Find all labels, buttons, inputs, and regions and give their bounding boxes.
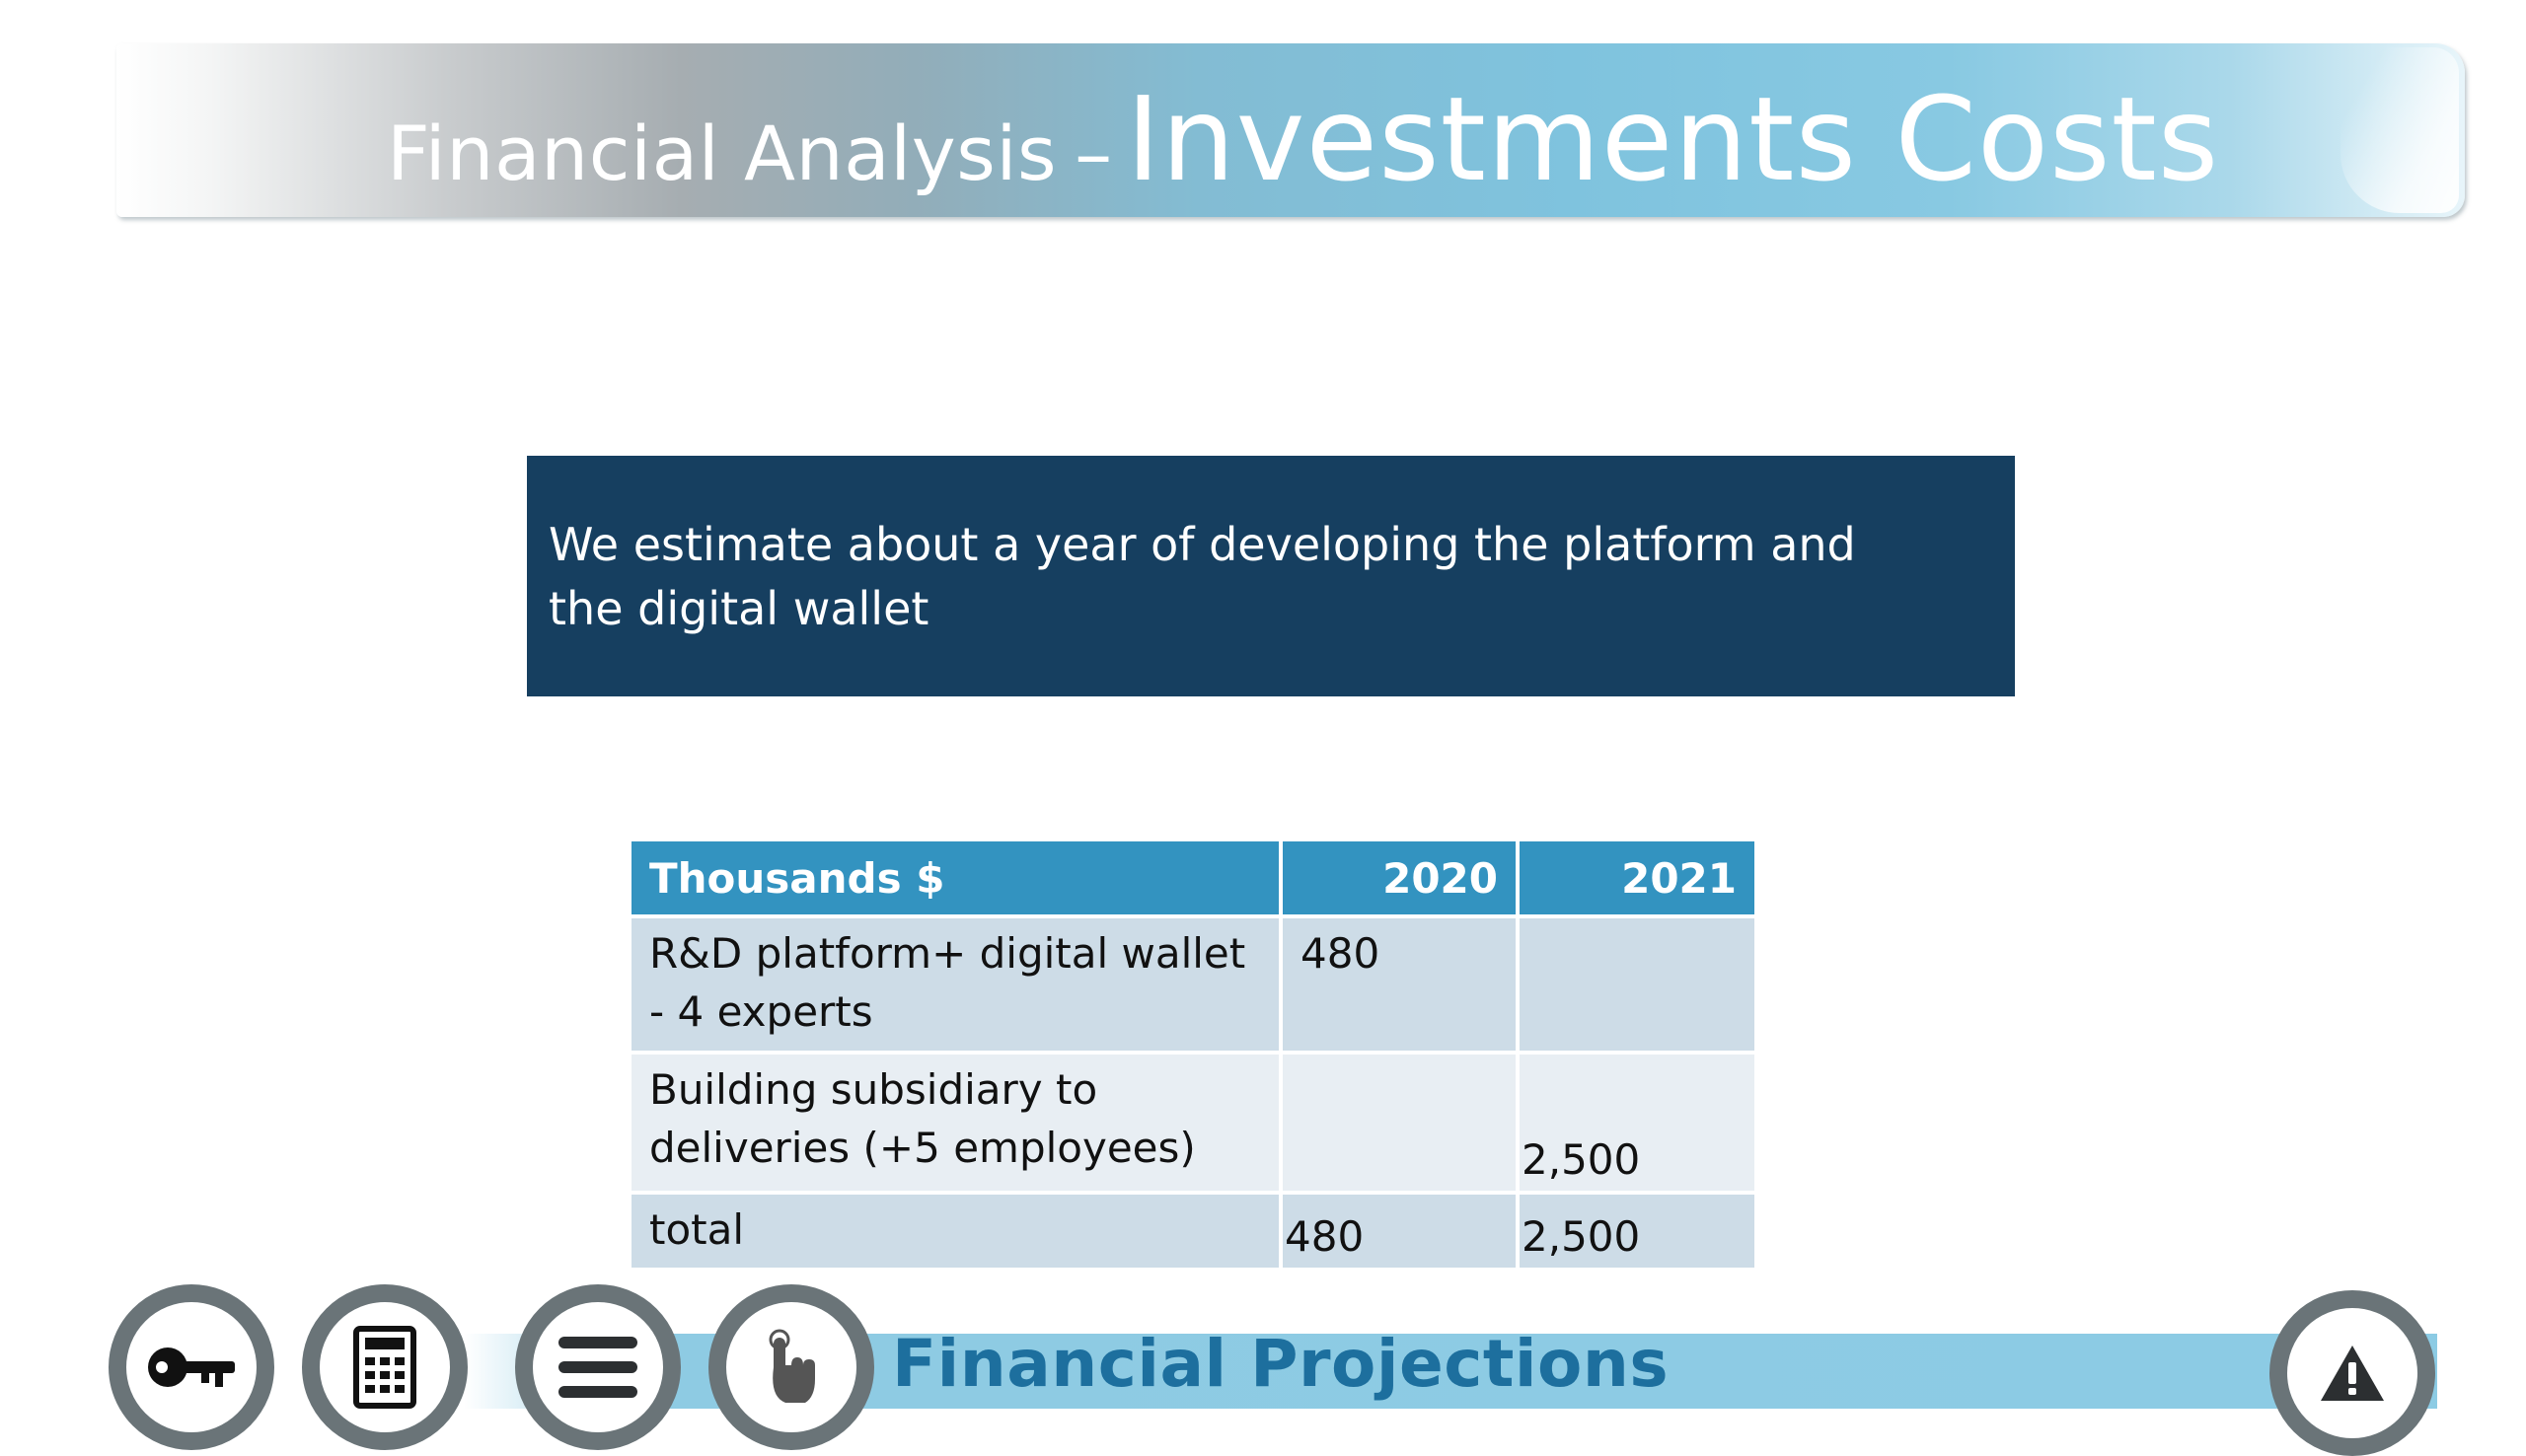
cell-2020: [1281, 1051, 1520, 1193]
cell-2020: 480: [1281, 914, 1520, 1053]
column-header-2020: 2020: [1281, 841, 1520, 916]
investment-costs-table: Thousands $ 2020 2021 R&D platform+ digi…: [632, 841, 1754, 1268]
list-button[interactable]: [515, 1284, 681, 1450]
table-row: Building subsidiary to deliveries (+5 em…: [632, 1051, 1754, 1193]
page-title: Financial Analysis – Investments Costs: [387, 71, 2219, 219]
column-header-2021: 2021: [1518, 841, 1754, 916]
hand-pointer-button[interactable]: [708, 1284, 874, 1450]
title-prefix: Financial Analysis: [387, 109, 1058, 197]
warning-button[interactable]: [2269, 1290, 2435, 1456]
hand-pointer-icon: [764, 1328, 819, 1407]
key-button[interactable]: [109, 1284, 274, 1450]
table-header-row: Thousands $ 2020 2021: [632, 841, 1754, 916]
row-label: total: [632, 1191, 1283, 1268]
calculator-button[interactable]: [302, 1284, 468, 1450]
cell-2020: 480: [1281, 1191, 1520, 1268]
list-icon: [557, 1333, 639, 1402]
callout-box: We estimate about a year of developing t…: [527, 456, 2015, 696]
column-header-units: Thousands $: [632, 841, 1283, 916]
callout-text: We estimate about a year of developing t…: [549, 518, 1856, 635]
title-dash: –: [1075, 109, 1113, 197]
title-main: Investments Costs: [1126, 71, 2220, 207]
table-row: R&D platform+ digital wallet - 4 experts…: [632, 914, 1754, 1053]
row-label: Building subsidiary to deliveries (+5 em…: [632, 1051, 1283, 1193]
cell-2021: [1518, 914, 1754, 1053]
row-label: R&D platform+ digital wallet - 4 experts: [632, 914, 1283, 1053]
section-title: Financial Projections: [892, 1326, 1670, 1402]
slide: Financial Analysis – Investments Costs W…: [109, 43, 2465, 1456]
warning-icon: [2318, 1343, 2387, 1404]
calculator-icon: [353, 1326, 416, 1409]
cell-2021: 2,500: [1518, 1191, 1754, 1268]
table-row: total 480 2,500: [632, 1191, 1754, 1268]
cell-2021: 2,500: [1518, 1051, 1754, 1193]
key-icon: [144, 1338, 239, 1397]
title-banner: [116, 43, 2465, 217]
